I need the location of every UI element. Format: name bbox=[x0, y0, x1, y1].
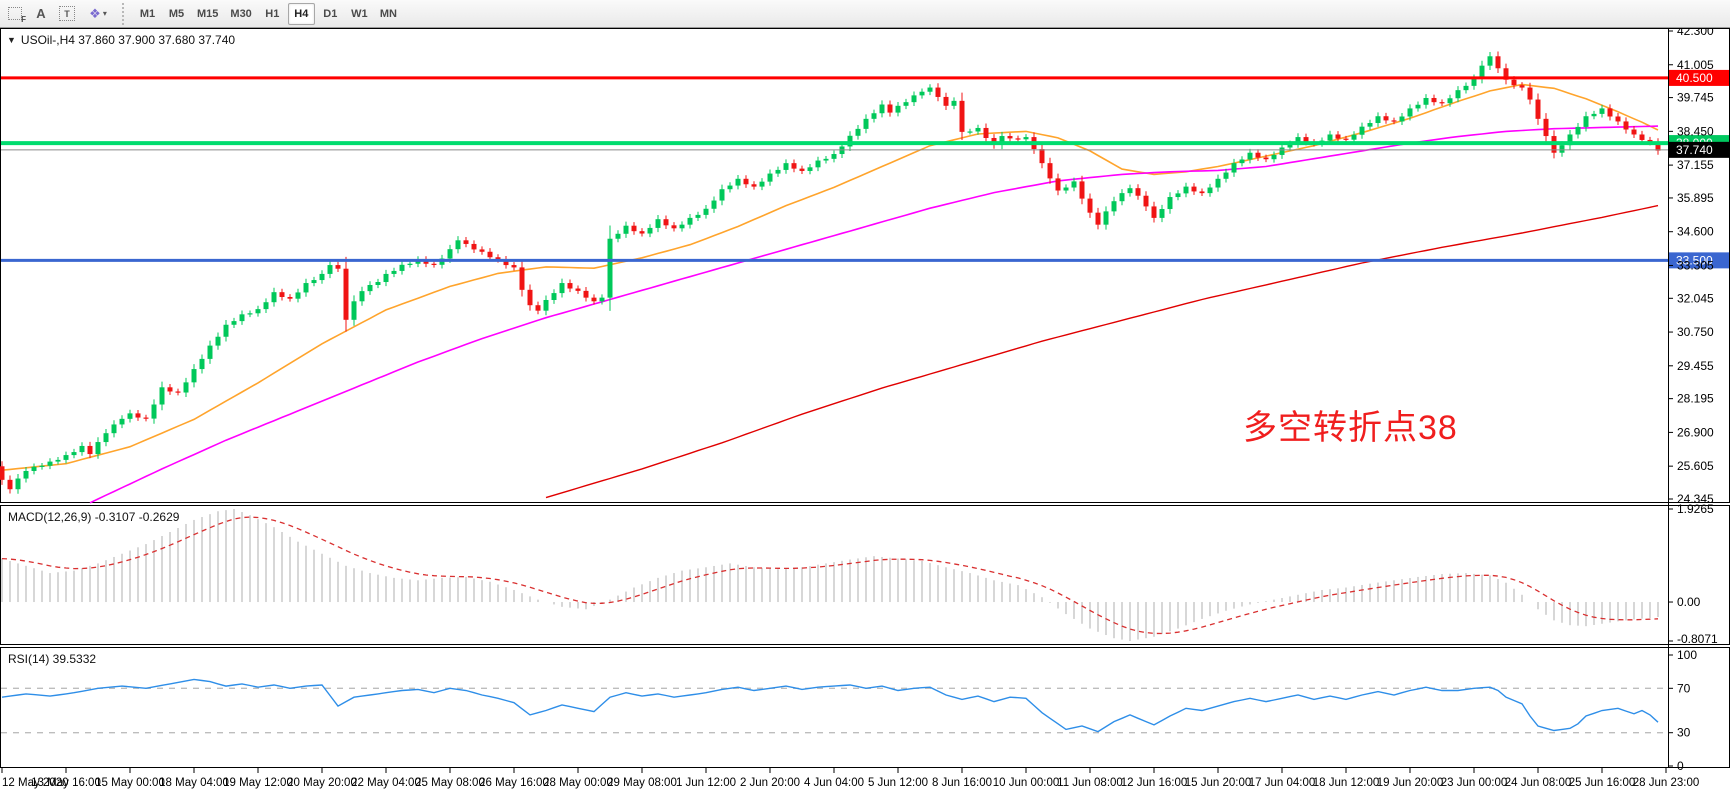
svg-text:1.9265: 1.9265 bbox=[1677, 502, 1714, 516]
chart-canvas[interactable]: 40.50038.00037.74033.50042.30041.00539.7… bbox=[0, 28, 1730, 796]
svg-text:39.745: 39.745 bbox=[1677, 91, 1714, 105]
svg-text:25 May 08:00: 25 May 08:00 bbox=[415, 777, 485, 789]
font-icon[interactable]: A bbox=[28, 3, 54, 25]
svg-text:28 Jun 23:00: 28 Jun 23:00 bbox=[1633, 777, 1700, 789]
svg-text:29.455: 29.455 bbox=[1677, 359, 1714, 373]
timeframe-m1-button[interactable]: M1 bbox=[139, 7, 156, 20]
svg-text:24 Jun 08:00: 24 Jun 08:00 bbox=[1505, 777, 1572, 789]
chevron-down-icon: ▾ bbox=[102, 9, 107, 18]
current-price-line-badge bbox=[1669, 141, 1729, 158]
svg-text:19 May 12:00: 19 May 12:00 bbox=[223, 777, 293, 789]
svg-text:13 May 16:00: 13 May 16:00 bbox=[31, 777, 101, 789]
svg-text:32.045: 32.045 bbox=[1677, 291, 1714, 305]
timeframe-m5-button[interactable]: M5 bbox=[168, 7, 185, 20]
toolbar: F A T ❖ ▾ M1 M5 M15 M30 H1 H4 D1 W1 MN bbox=[0, 0, 1730, 28]
rsi-indicator-label: RSI(14) 39.5332 bbox=[8, 652, 97, 666]
svg-text:15 May 00:00: 15 May 00:00 bbox=[95, 777, 165, 789]
chart-title-text: USOil-,H4 37.860 37.900 37.680 37.740 bbox=[20, 33, 236, 47]
styles-icon-glyph: ❖ bbox=[89, 5, 101, 21]
svg-text:8 Jun 16:00: 8 Jun 16:00 bbox=[932, 777, 992, 789]
resistance-line-badge bbox=[1669, 69, 1729, 86]
ma-slow-red bbox=[545, 204, 1659, 499]
svg-text:30.750: 30.750 bbox=[1677, 325, 1714, 339]
rsi-line bbox=[1, 678, 1659, 733]
svg-text:38.450: 38.450 bbox=[1677, 124, 1714, 138]
svg-text:5 Jun 12:00: 5 Jun 12:00 bbox=[868, 777, 928, 789]
svg-text:70: 70 bbox=[1677, 681, 1691, 695]
svg-text:29 May 08:00: 29 May 08:00 bbox=[607, 777, 677, 789]
svg-text:1 Jun 12:00: 1 Jun 12:00 bbox=[676, 777, 736, 789]
ma-fast-orange bbox=[1, 83, 1659, 471]
svg-text:0.00: 0.00 bbox=[1677, 595, 1701, 609]
chart-shift-icon[interactable]: F bbox=[2, 3, 28, 25]
svg-text:12 May 2020: 12 May 2020 bbox=[2, 777, 69, 789]
svg-text:40.500: 40.500 bbox=[1676, 71, 1713, 85]
toolbar-separator bbox=[122, 2, 129, 25]
svg-text:42.300: 42.300 bbox=[1677, 28, 1714, 38]
chart-shift-icon-label: F bbox=[21, 15, 26, 24]
svg-text:23 Jun 00:00: 23 Jun 00:00 bbox=[1441, 777, 1508, 789]
svg-text:34.600: 34.600 bbox=[1677, 225, 1714, 239]
timeframe-d1-button[interactable]: D1 bbox=[323, 7, 338, 20]
timeframe-mn-button[interactable]: MN bbox=[379, 7, 397, 20]
svg-text:28 May 00:00: 28 May 00:00 bbox=[543, 777, 613, 789]
svg-text:37.155: 37.155 bbox=[1677, 158, 1714, 172]
svg-text:4 Jun 04:00: 4 Jun 04:00 bbox=[804, 777, 864, 789]
svg-text:26.900: 26.900 bbox=[1677, 425, 1714, 439]
styles-icon[interactable]: ❖ ▾ bbox=[80, 3, 116, 25]
svg-text:18 May 04:00: 18 May 04:00 bbox=[159, 777, 229, 789]
support-line-badge bbox=[1669, 252, 1729, 269]
timeframe-w1-button[interactable]: W1 bbox=[351, 7, 368, 20]
svg-text:0: 0 bbox=[1677, 759, 1684, 773]
timeframe-m15-button[interactable]: M15 bbox=[197, 7, 219, 20]
svg-text:-0.8071: -0.8071 bbox=[1677, 632, 1718, 646]
timeframe-m30-button[interactable]: M30 bbox=[230, 7, 252, 20]
svg-text:25 Jun 16:00: 25 Jun 16:00 bbox=[1569, 777, 1636, 789]
svg-text:11 Jun 08:00: 11 Jun 08:00 bbox=[1057, 777, 1123, 789]
timeframe-h4-button[interactable]: H4 bbox=[287, 2, 315, 25]
svg-text:26 May 16:00: 26 May 16:00 bbox=[479, 777, 549, 789]
svg-text:33.305: 33.305 bbox=[1677, 258, 1714, 272]
svg-text:37.740: 37.740 bbox=[1676, 143, 1713, 157]
svg-text:19 Jun 20:00: 19 Jun 20:00 bbox=[1377, 777, 1444, 789]
svg-text:30: 30 bbox=[1677, 726, 1691, 740]
svg-text:24.345: 24.345 bbox=[1677, 492, 1714, 506]
svg-text:33.500: 33.500 bbox=[1676, 253, 1713, 267]
svg-text:35.895: 35.895 bbox=[1677, 191, 1714, 205]
chart-area[interactable]: 40.50038.00037.74033.50042.30041.00539.7… bbox=[0, 28, 1730, 796]
svg-text:17 Jun 04:00: 17 Jun 04:00 bbox=[1249, 777, 1316, 789]
svg-text:20 May 20:00: 20 May 20:00 bbox=[287, 777, 357, 789]
ma-mid-magenta bbox=[89, 125, 1659, 504]
svg-text:28.195: 28.195 bbox=[1677, 392, 1714, 406]
text-label-icon[interactable]: T bbox=[54, 3, 80, 25]
svg-text:100: 100 bbox=[1677, 648, 1697, 662]
font-icon-glyph: A bbox=[36, 6, 46, 21]
timeframe-h1-button[interactable]: H1 bbox=[265, 7, 280, 20]
svg-text:25.605: 25.605 bbox=[1677, 459, 1714, 473]
chart-annotation-text: 多空转折点38 bbox=[1243, 409, 1458, 447]
svg-text:18 Jun 12:00: 18 Jun 12:00 bbox=[1313, 777, 1380, 789]
svg-text:12 Jun 16:00: 12 Jun 16:00 bbox=[1121, 777, 1188, 789]
svg-text:41.005: 41.005 bbox=[1677, 58, 1714, 72]
svg-text:10 Jun 00:00: 10 Jun 00:00 bbox=[993, 777, 1060, 789]
chevron-down-icon[interactable]: ▼ bbox=[7, 35, 16, 45]
svg-text:2 Jun 20:00: 2 Jun 20:00 bbox=[740, 777, 800, 789]
chart-title[interactable]: ▼ USOil-,H4 37.860 37.900 37.680 37.740 bbox=[7, 33, 235, 47]
text-label-icon-glyph: T bbox=[64, 8, 70, 19]
svg-text:15 Jun 20:00: 15 Jun 20:00 bbox=[1185, 777, 1252, 789]
svg-text:22 May 04:00: 22 May 04:00 bbox=[351, 777, 421, 789]
macd-indicator-label: MACD(12,26,9) -0.3107 -0.2629 bbox=[8, 510, 180, 524]
macd-signal-line bbox=[1, 516, 1659, 635]
